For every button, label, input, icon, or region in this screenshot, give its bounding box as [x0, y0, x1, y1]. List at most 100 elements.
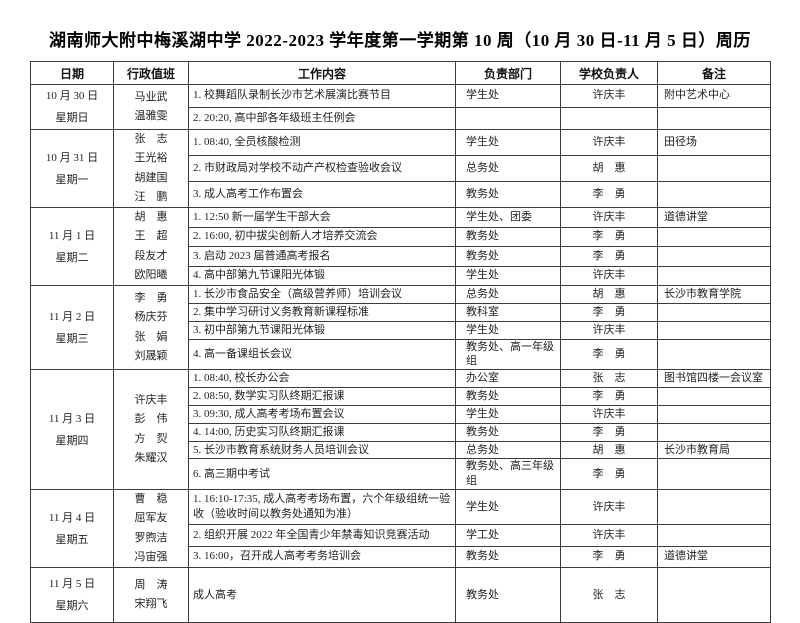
document-page: 湖南师大附中梅溪湖中学 2022-2023 学年度第一学期第 10 周（10 月… — [30, 31, 771, 623]
leader-cell: 李 勇 — [560, 422, 658, 442]
duty-name: 马业武 — [134, 90, 168, 103]
work-item-cell: 2. 16:00, 初中拔尖创新人才培养交流会 — [188, 226, 456, 247]
dept-cell: 教务处 — [455, 545, 561, 569]
leader-cell: 许庆丰 — [560, 524, 658, 547]
duty-name: 王光裕 — [134, 152, 168, 165]
duty-name: 胡建国 — [134, 171, 168, 184]
table-row: 10 月 31 日星期一张 志王光裕 胡建国汪 鹏 1. 08:40, 全员核酸检测… — [30, 129, 771, 208]
dept-cell: 学生处 — [455, 265, 561, 286]
note-cell: 道德讲堂 — [657, 545, 771, 569]
page-title: 湖南师大附中梅溪湖中学 2022-2023 学年度第一学期第 10 周（10 月… — [49, 31, 751, 50]
weekday-text: 星期四 — [55, 434, 89, 447]
dept-cell: 教务处 — [455, 567, 561, 623]
column-header-leader: 学校负责人 — [560, 61, 658, 85]
duty-name: 王 超 — [134, 230, 168, 243]
work-item-cell: 1. 12:50 新一届学生干部大会 — [188, 207, 456, 228]
dept-cell: 学生处 — [455, 404, 561, 424]
work-item-cell: 3. 成人高考工作布置会 — [188, 181, 456, 208]
duty-cell: 张 志王光裕 胡建国汪 鹏 — [113, 129, 189, 208]
work-item-cell: 2. 08:50, 数学实习队终期汇报课 — [188, 387, 456, 406]
leader-cell: 李 勇 — [560, 387, 658, 406]
duty-name: 张 娟 — [134, 330, 168, 343]
table-row: 2. 20:20, 高中部各年级班主任例会 — [31, 106, 771, 130]
note-cell — [657, 302, 771, 322]
column-header-duty: 行政值班 — [113, 61, 189, 85]
table-row: 4. 高一备课组长会议 教务处、高一年级组李 勇 — [31, 338, 771, 371]
leader-cell: 胡 惠 — [560, 155, 658, 182]
duty-name: 罗煦洁 — [134, 531, 168, 544]
duty-name: 刘晟颖 — [134, 349, 168, 362]
work-item-cell: 1. 08:40, 校长办公会 — [188, 369, 456, 389]
work-item-cell: 2. 市财政局对学校不动产产权检查验收会议 — [188, 155, 456, 182]
leader-cell: 李 勇 — [560, 458, 658, 491]
duty-name: 汪 鹏 — [134, 190, 168, 203]
duty-name: 杨庆芬 — [134, 311, 168, 324]
dept-cell: 教务处 — [455, 246, 561, 267]
date-text: 11 月 3 日 — [48, 412, 96, 425]
note-cell — [657, 265, 771, 286]
work-item-cell: 3. 启动 2023 届普通高考报名 — [188, 246, 456, 267]
weekday-text: 星期二 — [55, 251, 89, 264]
work-item-cell: 3. 09:30, 成人高考考场布置会议 — [188, 404, 456, 424]
note-cell — [657, 489, 771, 526]
duty-name: 方 烮 — [134, 432, 168, 445]
date-text: 11 月 2 日 — [48, 310, 96, 323]
table-row: 10 月 30 日星期日 马业武 温雅雯 1. 校舞蹈队录制长沙市艺术展演比赛节目 学生… — [30, 84, 771, 130]
column-header-date: 日期 — [30, 61, 114, 85]
schedule-body: 10 月 30 日星期日 马业武 温雅雯 1. 校舞蹈队录制长沙市艺术展演比赛节目 学生… — [30, 84, 771, 623]
date-cell: 11 月 3 日星期四 — [30, 369, 114, 491]
duty-cell: 许庆丰彭 伟方 烮朱耀汉 — [113, 369, 189, 491]
table-row: 11 月 2 日星期三李 勇杨庆芬张 娟刘晟颖 1. 长沙市食品安全（高级营养师）… — [30, 284, 771, 371]
duty-name: 冯宙强 — [134, 550, 168, 563]
note-cell — [657, 524, 771, 547]
work-item-cell: 2. 20:20, 高中部各年级班主任例会 — [188, 106, 456, 130]
note-cell — [657, 338, 771, 371]
duty-name: 周 涛 — [134, 578, 168, 591]
note-cell: 图书馆四楼一会议室 — [657, 369, 771, 389]
dept-cell: 学生处 — [455, 129, 561, 156]
dept-cell: 学工处 — [455, 524, 561, 547]
work-item-cell: 2. 集中学习研讨义务教育新课程标准 — [188, 302, 456, 322]
date-cell: 10 月 30 日星期日 — [30, 84, 114, 130]
table-row: 3. 09:30, 成人高考考场布置会议 学生处 许庆丰 — [31, 404, 771, 424]
weekly-schedule-table: 日期 行政值班 工作内容 负责部门 学校负责人 备注 10 月 30 日星期日马… — [30, 61, 771, 623]
note-cell: 田径场 — [657, 129, 771, 156]
duty-cell: 胡 惠王 超段友才 欧阳曦 — [113, 207, 189, 286]
date-text: 10 月 31 日 — [45, 151, 99, 164]
note-cell — [657, 404, 771, 424]
leader-cell: 李 勇 — [560, 226, 658, 247]
note-cell — [657, 567, 771, 623]
note-cell — [657, 387, 771, 406]
work-item-cell: 4. 高一备课组长会议 — [188, 338, 456, 371]
leader-cell: 许庆丰 — [560, 84, 658, 108]
weekday-text: 星期五 — [55, 533, 89, 546]
weekday-text: 星期日 — [55, 112, 89, 124]
note-cell: 长沙市教育局 — [657, 440, 771, 460]
duty-name: 朱耀汉 — [134, 451, 168, 464]
leader-cell: 许庆丰 — [560, 265, 658, 286]
dept-cell: 办公室 — [455, 369, 561, 389]
table-row: 11 月 1 日星期二胡 惠王 超段友才 欧阳曦 1. 12:50 新一届学生干部大… — [30, 207, 771, 286]
dept-cell: 教务处 — [455, 226, 561, 247]
table-row: 3. 初中部第九节课阳光体锻 学生处 许庆丰 — [31, 320, 771, 340]
leader-cell: 张 志 — [560, 369, 658, 389]
note-cell — [657, 226, 771, 247]
leader-cell: 张 志 — [560, 567, 658, 623]
note-cell — [657, 181, 771, 208]
work-item-cell: 成人高考 — [188, 567, 456, 623]
note-cell: 附中艺术中心 — [657, 84, 771, 108]
leader-cell: 李 勇 — [560, 181, 658, 208]
duty-name: 李 勇 — [134, 292, 168, 305]
dept-cell: 总务处 — [455, 155, 561, 182]
duty-name: 彭 伟 — [134, 413, 168, 426]
date-cell: 11 月 1 日星期二 — [30, 207, 114, 286]
work-item-cell: 1. 长沙市食品安全（高级营养师）培训会议 — [188, 285, 456, 304]
note-cell — [657, 458, 771, 491]
date-text: 11 月 1 日 — [48, 229, 96, 242]
table-row: 4. 高中部第九节课阳光体锻 学生处 许庆丰 — [31, 265, 771, 286]
work-item-cell: 1. 16:10-17:35, 成人高考考场布置，六个年级组统一验收（验收时间以… — [188, 489, 456, 526]
date-cell: 11 月 5 日星期六 — [30, 567, 114, 623]
dept-cell: 学生处 — [455, 320, 561, 340]
weekday-text: 星期六 — [55, 600, 89, 613]
date-text: 10 月 30 日 — [45, 90, 99, 102]
